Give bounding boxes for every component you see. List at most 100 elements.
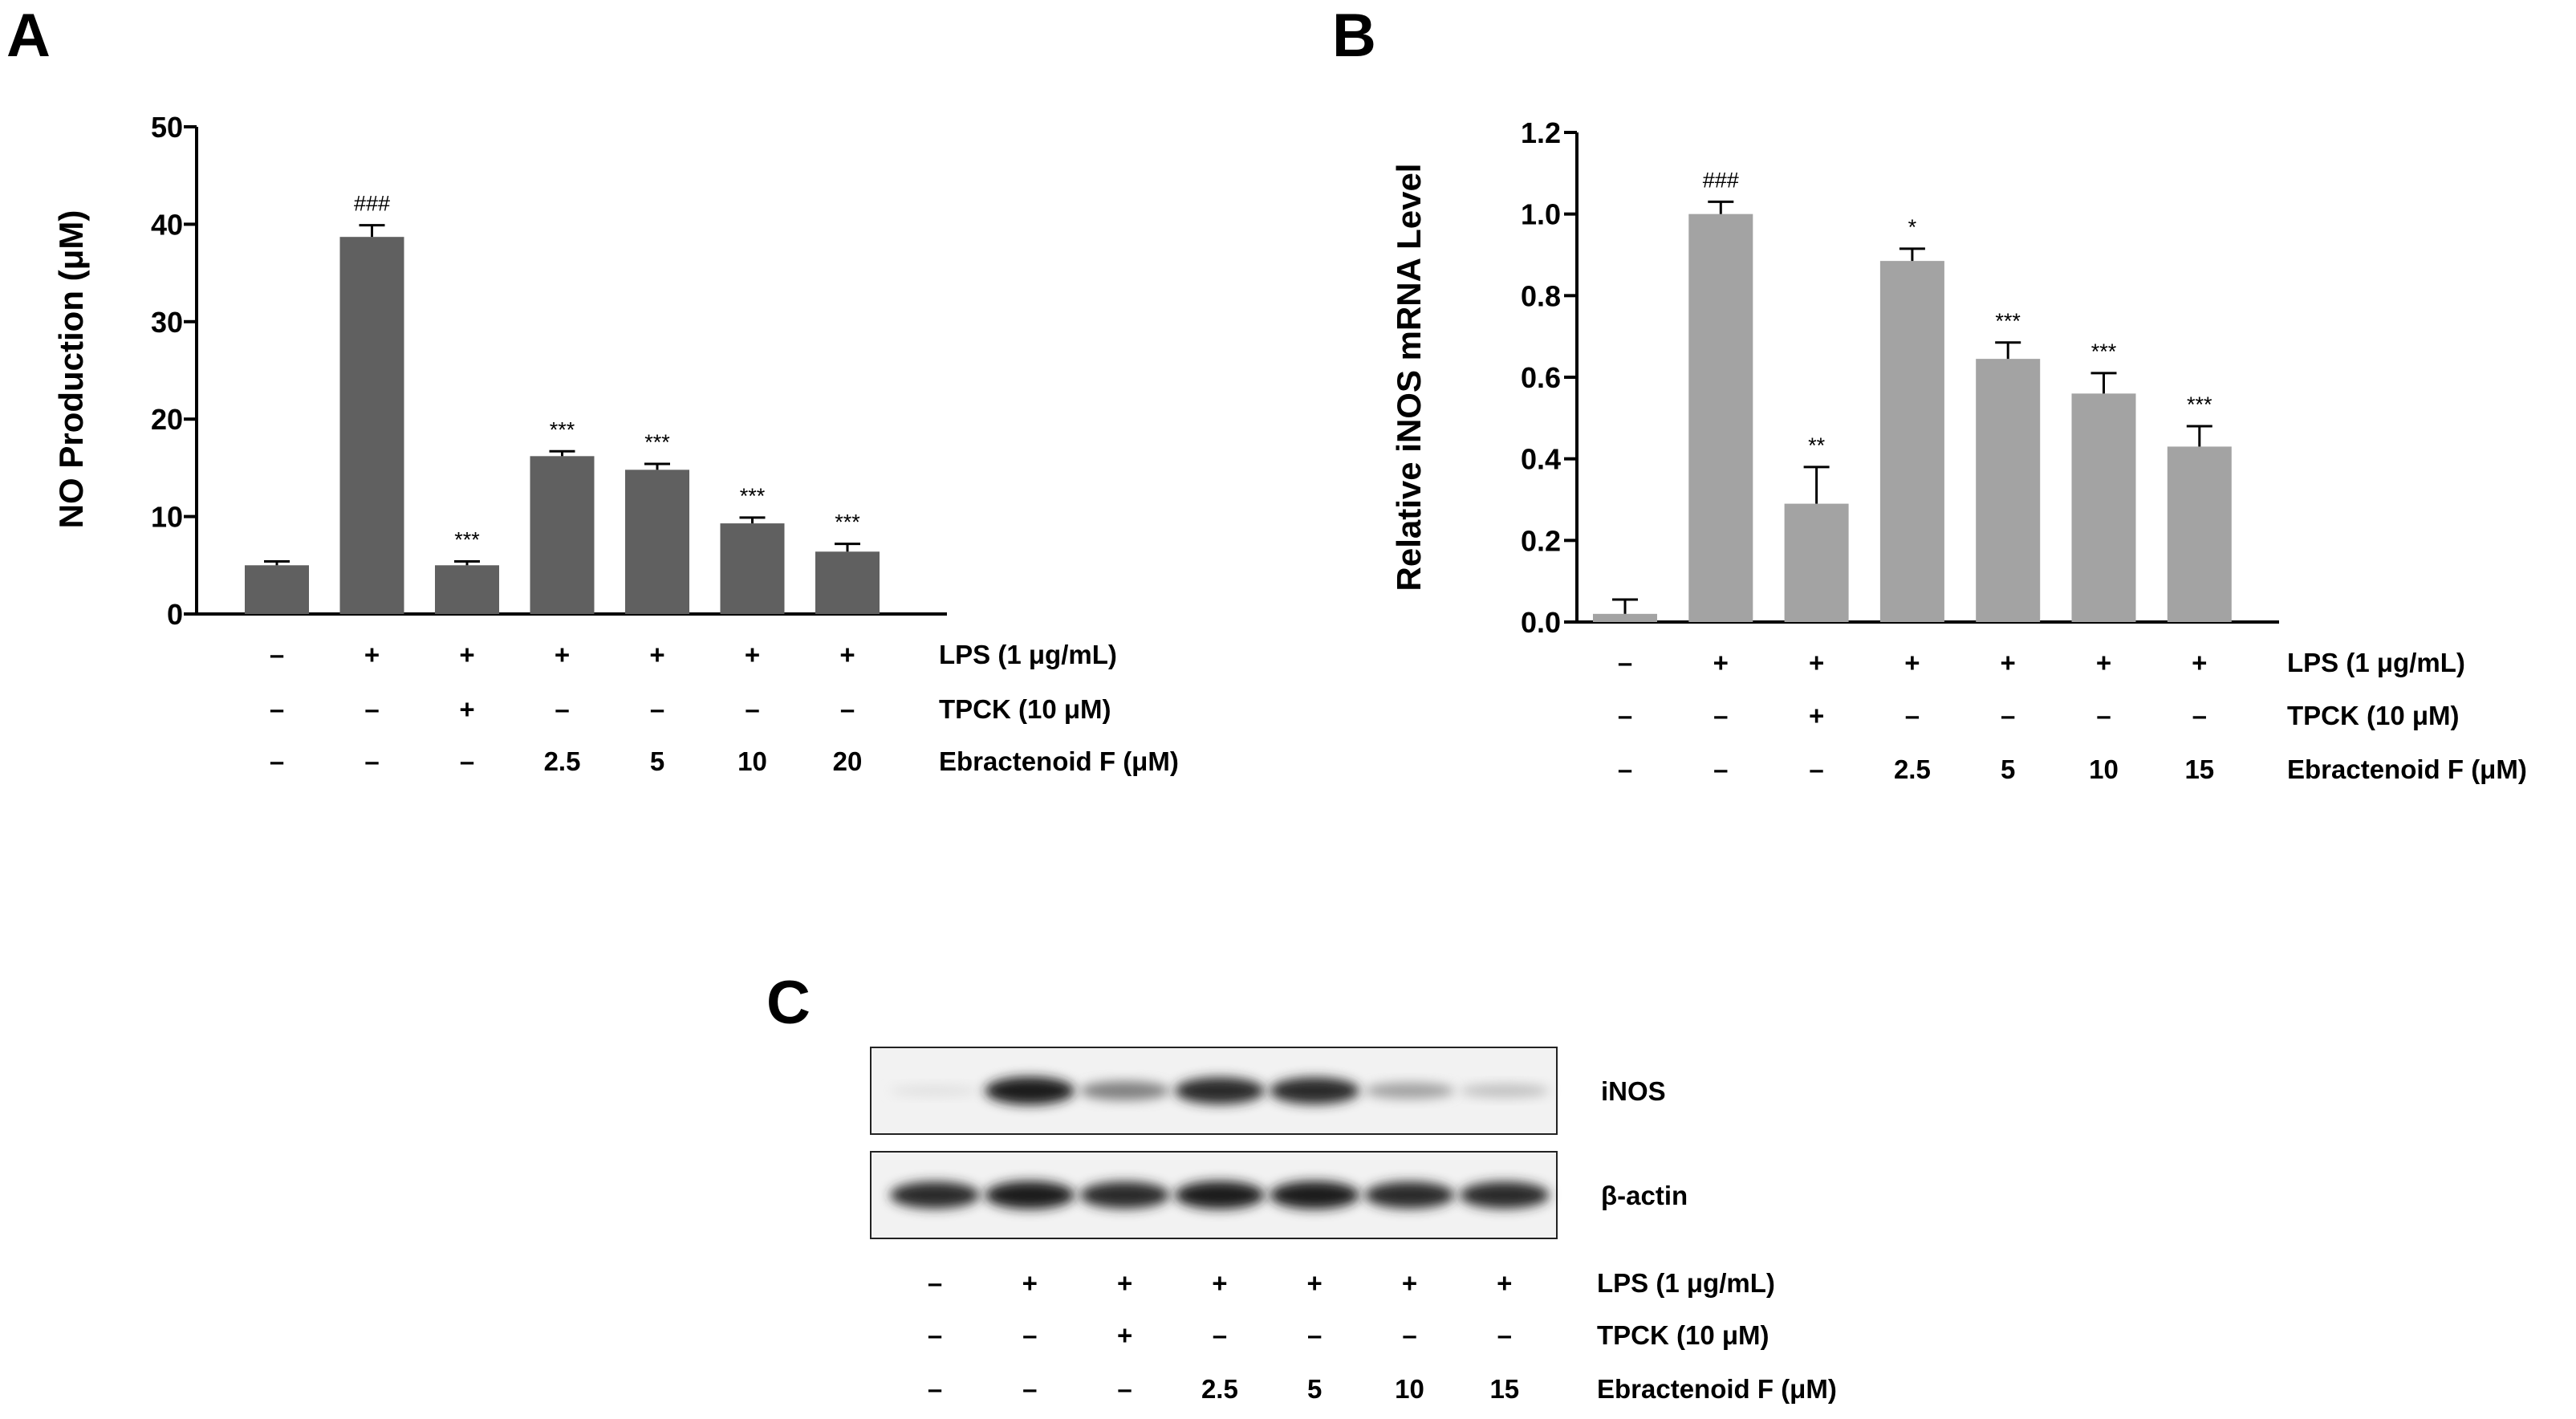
blot-band [1364, 1082, 1455, 1100]
panel-b-significance-label: *** [2091, 340, 2117, 364]
panel-c-condition-value: – [928, 1268, 942, 1298]
blot-band-label: iNOS [1601, 1076, 1666, 1106]
panel-c-letter: C [766, 969, 811, 1037]
panel-c-condition-value: + [1212, 1268, 1227, 1298]
panel-b-condition-value: – [1618, 648, 1632, 677]
panel-a-condition-value: – [460, 746, 474, 776]
panel-b-condition-value: 10 [2089, 754, 2119, 784]
panel-a-condition-value: – [840, 694, 855, 724]
panel-c-condition-value: + [1117, 1268, 1132, 1298]
panel-a-letter: A [6, 2, 51, 70]
blot-band [1174, 1181, 1265, 1210]
panel-c-condition-value: – [928, 1374, 942, 1404]
panel-a-y-tick-label: 20 [151, 403, 183, 436]
western-blot: iNOS β-actin – + + + + + + LPS (1 μg/mL) – – + – – – – TP… [870, 1047, 1837, 1404]
panel-a-y-tick-label: 10 [151, 501, 183, 534]
panel-c-condition-value: 5 [1307, 1374, 1322, 1404]
panel-b-condition-label: Ebractenoid F (μM) [2287, 754, 2527, 784]
blot-band [890, 1085, 980, 1096]
panel-c-condition-value: 2.5 [1201, 1374, 1238, 1404]
panel-b-bar [2071, 393, 2136, 622]
panel-c-condition-label: Ebractenoid F (μM) [1597, 1374, 1837, 1404]
blot-band [1270, 1077, 1360, 1104]
panel-b-condition-value: + [2096, 648, 2111, 677]
panel-a-bar [625, 470, 689, 614]
panel-b-bar [1879, 261, 1944, 622]
panel-b: B Relative iNOS mRNA Level 0.0 0.2 0.4 0.6 0… [1332, 2, 2527, 784]
panel-a-condition-value: 20 [833, 746, 863, 776]
panel-a-bar [815, 551, 880, 614]
blot-band [1459, 1181, 1550, 1209]
panel-a-condition-value: + [649, 640, 664, 669]
panel-b-condition-value: + [1713, 648, 1729, 677]
panel-a-y-tick-label: 50 [151, 111, 183, 144]
panel-a-significance-label: *** [550, 417, 575, 441]
panel-c-condition-value: + [1307, 1268, 1323, 1298]
panel-a-condition-value: – [270, 746, 284, 776]
blot-band [1079, 1181, 1170, 1209]
panel-b-condition-value: – [1905, 701, 1920, 730]
panel-c-condition-value: – [1307, 1320, 1322, 1350]
panel-a-bar [530, 456, 595, 614]
panel-b-significance-label: *** [2187, 392, 2212, 417]
panel-b-condition-value: – [1618, 754, 1632, 784]
panel-a-y-tick-label: 0 [167, 598, 183, 631]
panel-a: A NO Production (μM) 0 10 20 30 40 50 ### *** **… [6, 2, 1179, 776]
panel-a-bar [720, 523, 785, 614]
panel-b-bar [2167, 446, 2232, 622]
panel-b-condition-value: – [1713, 754, 1728, 784]
panel-c-condition-value: – [928, 1320, 942, 1350]
panel-b-condition-value: + [2001, 648, 2016, 677]
panel-a-condition-value: + [745, 640, 760, 669]
panel-b-condition-value: 15 [2184, 754, 2214, 784]
panel-a-condition-value: – [555, 694, 569, 724]
blot-band [985, 1076, 1075, 1105]
panel-b-letter: B [1332, 2, 1376, 70]
blot-band [890, 1181, 980, 1209]
panel-b-condition-value: – [1618, 701, 1632, 730]
panel-b-condition-value: – [2001, 701, 2015, 730]
blot-band-label: β-actin [1601, 1181, 1688, 1210]
panel-a-significance-label: ### [354, 192, 390, 216]
panel-c-condition-value: + [1497, 1268, 1512, 1298]
panel-b-condition-value: + [1809, 648, 1824, 677]
panel-b-y-tick-label: 1.0 [1521, 198, 1561, 231]
panel-a-condition-value: 5 [650, 746, 664, 776]
panel-a-y-tick-label: 40 [151, 208, 183, 241]
panel-c-condition-value: – [1402, 1320, 1416, 1350]
panel-a-significance-label: *** [740, 484, 766, 508]
panel-a-bar [245, 565, 309, 614]
panel-a-condition-value: – [364, 694, 379, 724]
panel-c-condition-label: LPS (1 μg/mL) [1597, 1268, 1775, 1298]
panel-b-condition-value: – [1713, 701, 1728, 730]
panel-b-condition-value: + [1809, 701, 1824, 730]
panel-c-condition-value: – [1213, 1320, 1227, 1350]
blot-band [1079, 1081, 1170, 1100]
panel-a-y-axis-label: NO Production (μM) [52, 210, 90, 529]
blot-band [1364, 1181, 1455, 1209]
panel-a-bar [339, 237, 404, 614]
panel-a-condition-value: – [270, 640, 284, 669]
panel-b-condition-value: + [2192, 648, 2207, 677]
panel-b-significance-label: ** [1808, 433, 1826, 457]
panel-a-condition-value: 2.5 [544, 746, 581, 776]
panel-b-y-tick-label: 0.6 [1521, 361, 1561, 394]
panel-b-condition-value: – [2192, 701, 2207, 730]
panel-c-condition-value: + [1022, 1268, 1038, 1298]
panel-b-bar [1688, 213, 1753, 622]
blot-band [985, 1181, 1075, 1210]
panel-a-condition-value: + [555, 640, 570, 669]
panel-a-significance-label: *** [454, 527, 480, 551]
blot-band [1270, 1181, 1360, 1210]
panel-b-bar [1784, 503, 1849, 622]
panel-c-condition-value: 10 [1395, 1374, 1424, 1404]
panel-c-condition-label: TPCK (10 μM) [1597, 1320, 1769, 1350]
panel-b-significance-label: * [1908, 215, 1917, 239]
panel-a-condition-value: – [270, 694, 284, 724]
panel-b-condition-label: TPCK (10 μM) [2287, 701, 2460, 730]
panel-c-condition-value: – [1022, 1374, 1037, 1404]
panel-a-condition-value: + [839, 640, 855, 669]
panel-c-condition-value: + [1117, 1320, 1132, 1350]
panel-a-condition-value: – [745, 694, 759, 724]
